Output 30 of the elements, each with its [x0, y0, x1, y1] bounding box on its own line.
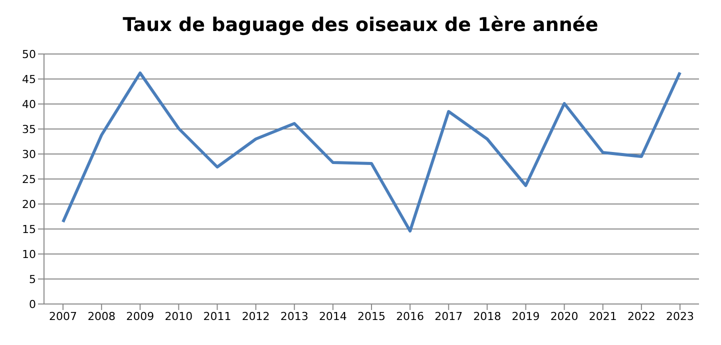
y-tick-label: 40 [22, 98, 36, 111]
x-tick-label: 2008 [88, 310, 116, 323]
x-tick-label: 2011 [203, 310, 232, 323]
x-tick-label: 2019 [512, 310, 540, 323]
x-tick-label: 2022 [627, 310, 656, 323]
y-tick-label: 30 [22, 148, 36, 161]
chart-title: Taux de baguage des oiseaux de 1ère année [122, 13, 600, 38]
y-tick-label: 0 [29, 298, 36, 311]
x-tick-label: 2013 [280, 310, 308, 323]
x-tick-label: 2007 [49, 310, 77, 323]
x-tick-label: 2010 [164, 310, 193, 323]
x-tick-label: 2014 [318, 310, 347, 323]
y-tick-label: 20 [22, 198, 36, 211]
x-tick-label: 2023 [666, 310, 694, 323]
x-tick-label: 2020 [550, 310, 578, 323]
line-series [62, 71, 682, 232]
y-tick-label: 35 [22, 122, 36, 136]
y-tick-label: 50 [22, 48, 36, 61]
x-tick-label: 2012 [242, 310, 270, 323]
y-tick-label: 10 [22, 248, 36, 261]
x-tick-label: 2017 [434, 310, 463, 323]
y-tick-label: 15 [22, 222, 36, 236]
x-tick-label: 2021 [588, 310, 617, 323]
y-tick-label: 25 [22, 172, 36, 186]
x-tick-label: 2018 [473, 310, 502, 323]
x-tick-label: 2009 [126, 310, 154, 323]
y-tick-label: 5 [29, 272, 36, 286]
y-tick-label: 45 [22, 72, 36, 86]
x-tick-label: 2016 [396, 310, 424, 323]
x-tick-label: 2015 [358, 310, 386, 323]
